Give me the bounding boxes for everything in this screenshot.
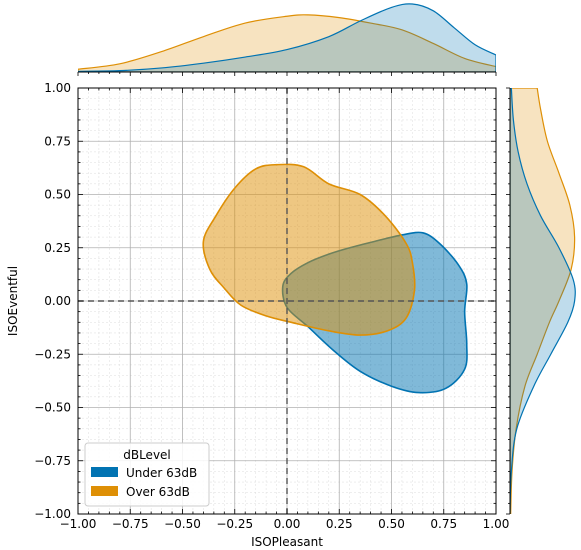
x-tick-label: −0.75	[112, 517, 149, 531]
right-marginal-kde-under-63db	[510, 88, 576, 514]
top-marginal-kde-under-63db	[78, 3, 496, 72]
x-tick-label: −1.00	[60, 517, 97, 531]
top-marginal-plot	[77, 3, 497, 76]
y-tick-label: 0.50	[44, 188, 71, 202]
x-tick-label: −0.25	[216, 517, 253, 531]
right-marginal-plot	[506, 87, 576, 515]
y-tick-label: 0.25	[44, 241, 71, 255]
x-axis-label: ISOPleasant	[251, 535, 323, 549]
x-tick-label: 0.25	[326, 517, 353, 531]
x-tick-label: 0.50	[378, 517, 405, 531]
legend-label-over-63db: Over 63dB	[126, 485, 190, 499]
y-tick-label: −0.75	[34, 454, 71, 468]
legend-swatch-under-63db	[91, 467, 118, 477]
legend-swatch-over-63db	[91, 486, 118, 496]
top-marginal-kde-over-63db	[78, 14, 496, 72]
main-plot-area: −1.00 −0.75 −0.50 −0.25 0.00 0.25 0.50 0.75 1.00…	[34, 81, 509, 531]
y-tick-label: 0.00	[44, 294, 71, 308]
legend-label-under-63db: Under 63dB	[126, 466, 197, 480]
x-tick-label: 0.00	[274, 517, 301, 531]
y-tick-label: −0.50	[34, 401, 71, 415]
right-marginal-kde-over-63db	[510, 88, 576, 514]
x-tick-labels: −1.00 −0.75 −0.50 −0.25 0.00 0.25 0.50 0.75 1.00	[60, 517, 510, 531]
x-tick-label: 0.75	[430, 517, 457, 531]
y-tick-label: −1.00	[34, 507, 71, 521]
kde-contours	[202, 163, 468, 394]
y-tick-label: 1.00	[44, 81, 71, 95]
kde-contour-over-63db	[202, 163, 416, 336]
x-tick-label: 1.00	[483, 517, 510, 531]
x-tick-label: −0.50	[164, 517, 201, 531]
legend-title: dBLevel	[123, 448, 171, 462]
y-tick-label: 0.75	[44, 134, 71, 148]
y-tick-label: −0.25	[34, 347, 71, 361]
y-tick-labels: −1.00 −0.75 −0.50 −0.25 0.00 0.25 0.50 0.75 1.00	[34, 81, 71, 521]
legend: dBLevel Under 63dB Over 63dB	[84, 442, 210, 507]
y-axis-label: ISOEventful	[6, 266, 20, 336]
